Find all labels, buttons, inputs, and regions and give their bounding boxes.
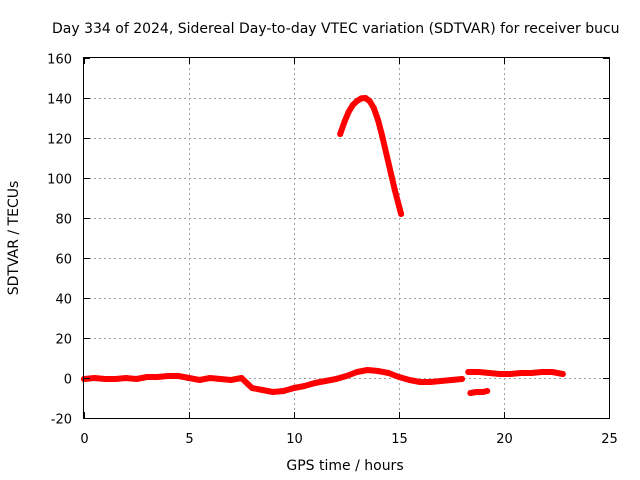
data-point: [417, 379, 423, 385]
series-layer: [81, 95, 566, 396]
data-point: [259, 387, 266, 393]
y-axis-title: SDTVAR / TECUs: [6, 181, 22, 296]
series-arc-late: [465, 369, 566, 377]
data-point: [123, 375, 129, 381]
data-point: [379, 133, 386, 139]
data-point: [154, 374, 161, 380]
data-point: [396, 374, 402, 380]
data-point: [507, 371, 514, 377]
data-point: [144, 374, 150, 380]
data-point: [387, 169, 394, 175]
y-tick-label: 80: [55, 213, 72, 228]
data-point: [438, 378, 444, 384]
data-point: [484, 388, 491, 394]
y-tick-label: 100: [47, 173, 72, 188]
data-point: [473, 389, 480, 395]
data-point: [391, 187, 398, 193]
data-point: [345, 109, 352, 115]
data-point: [528, 370, 535, 376]
data-point: [175, 373, 182, 379]
series-arc-spike: [337, 95, 405, 217]
y-tick-label: -20: [51, 413, 72, 428]
data-point: [385, 370, 392, 376]
data-point: [270, 389, 276, 395]
data-point: [337, 131, 344, 137]
data-point: [375, 368, 381, 374]
y-tick-label: 120: [47, 133, 72, 148]
data-point: [364, 367, 371, 373]
data-point: [406, 377, 413, 383]
data-point: [301, 383, 308, 389]
data-point: [186, 375, 192, 381]
data-point: [549, 369, 556, 375]
data-point: [196, 377, 203, 383]
data-point: [486, 370, 493, 376]
y-tick-label: 160: [47, 53, 72, 68]
data-point: [333, 376, 339, 382]
x-tick-label: 15: [391, 432, 408, 447]
data-point: [343, 373, 350, 379]
data-point: [459, 376, 465, 382]
data-point: [366, 98, 373, 104]
y-tick-label: 60: [55, 253, 72, 268]
data-point: [312, 380, 318, 386]
data-point: [362, 95, 369, 101]
data-point: [448, 377, 455, 383]
data-point: [465, 369, 472, 375]
data-point: [427, 379, 434, 385]
x-tick-label: 20: [496, 432, 513, 447]
data-point: [349, 102, 356, 108]
y-tick-label: 40: [55, 293, 72, 308]
data-point: [370, 105, 377, 111]
data-point: [228, 377, 234, 383]
y-tick-label: 20: [55, 333, 72, 348]
series-arc-main: [81, 367, 465, 395]
data-point: [165, 373, 171, 379]
x-tick-label: 5: [185, 432, 193, 447]
data-point: [102, 376, 108, 382]
data-point: [383, 151, 390, 157]
data-point: [538, 369, 545, 375]
data-point: [396, 203, 402, 209]
axis-ticks: 0 5 10 15 20 25 -20 0 20 40 60 80 100 120 140 160: [47, 53, 618, 448]
data-point: [475, 369, 482, 375]
data-point: [133, 376, 140, 382]
data-point: [238, 375, 245, 381]
data-point: [112, 376, 119, 382]
data-point: [91, 375, 98, 381]
y-tick-label: 140: [47, 93, 72, 108]
data-point: [496, 371, 503, 377]
plot-frame: [83, 57, 610, 419]
grid: [84, 58, 609, 418]
y-tick-label: 0: [64, 373, 72, 388]
x-tick-label: 25: [601, 432, 618, 447]
x-tick-label: 0: [80, 432, 88, 447]
data-point: [467, 390, 474, 396]
data-point: [559, 371, 566, 377]
data-point: [398, 211, 405, 217]
data-point: [517, 370, 524, 376]
data-point: [249, 385, 255, 391]
data-point: [207, 375, 213, 381]
data-point: [322, 378, 329, 384]
data-point: [280, 388, 287, 394]
x-axis-title: GPS time / hours: [286, 458, 403, 474]
chart-title: Day 334 of 2024, Sidereal Day-to-day VTE…: [52, 21, 620, 37]
data-point: [341, 119, 348, 125]
data-point: [291, 385, 297, 391]
data-point: [217, 376, 224, 382]
x-tick-label: 10: [286, 432, 303, 447]
data-point: [354, 369, 360, 375]
data-point: [375, 117, 381, 123]
